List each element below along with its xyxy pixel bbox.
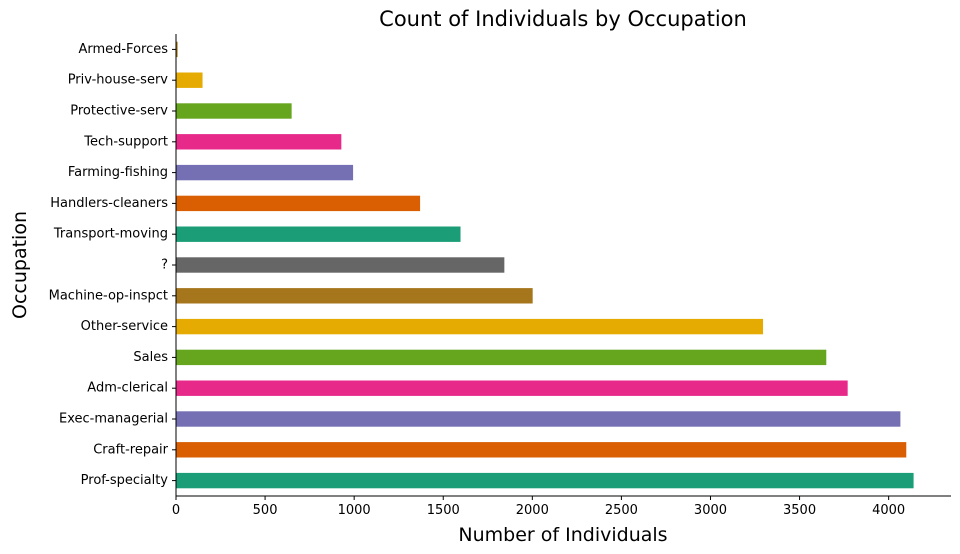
x-tick-label: 1500 — [427, 503, 460, 518]
y-tick-label: Craft-repair — [93, 442, 168, 457]
y-tick-label: Machine-op-inspct — [49, 288, 168, 303]
bar — [176, 380, 848, 396]
x-tick-label: 1000 — [338, 503, 371, 518]
bar — [176, 288, 533, 304]
bar — [176, 411, 901, 427]
y-tick-label: Sales — [133, 350, 168, 365]
bar — [176, 195, 421, 212]
x-axis-label: Number of Individuals — [458, 524, 667, 546]
x-tick-label: 2500 — [605, 503, 638, 518]
bar — [176, 134, 342, 150]
y-tick-label: ? — [161, 258, 168, 273]
bar — [176, 164, 354, 181]
bar — [176, 442, 907, 458]
y-tick-label: Other-service — [81, 319, 168, 334]
bar — [176, 349, 827, 366]
y-tick-label: Farming-fishing — [68, 165, 168, 180]
x-tick-label: 3000 — [694, 503, 727, 518]
x-tick-label: 500 — [253, 503, 278, 518]
y-tick-label: Tech-support — [83, 134, 168, 149]
y-tick-label: Priv-house-serv — [68, 73, 169, 88]
y-tick-label: Transport-moving — [53, 227, 168, 242]
ticks-layer: Prof-specialty Craft-repair Exec-manager… — [49, 42, 906, 518]
bar — [176, 318, 764, 335]
y-tick-label: Armed-Forces — [78, 42, 168, 57]
x-tick-label: 2000 — [516, 503, 549, 518]
bars-layer — [176, 41, 914, 489]
y-tick-label: Exec-managerial — [59, 412, 168, 427]
chart-title: Count of Individuals by Occupation — [379, 7, 747, 31]
bar — [176, 41, 178, 58]
y-tick-label: Adm-clerical — [87, 381, 168, 396]
x-tick-label: 0 — [172, 503, 180, 518]
bar — [176, 103, 292, 119]
x-tick-label: 4000 — [872, 503, 905, 518]
y-tick-label: Protective-serv — [70, 104, 168, 119]
x-tick-label: 3500 — [783, 503, 816, 518]
bar — [176, 472, 914, 489]
y-axis-label: Occupation — [9, 211, 31, 319]
y-tick-label: Handlers-cleaners — [50, 196, 168, 211]
bar — [176, 257, 505, 273]
y-tick-label: Prof-specialty — [81, 473, 169, 488]
bar — [176, 72, 203, 88]
bar — [176, 226, 461, 242]
